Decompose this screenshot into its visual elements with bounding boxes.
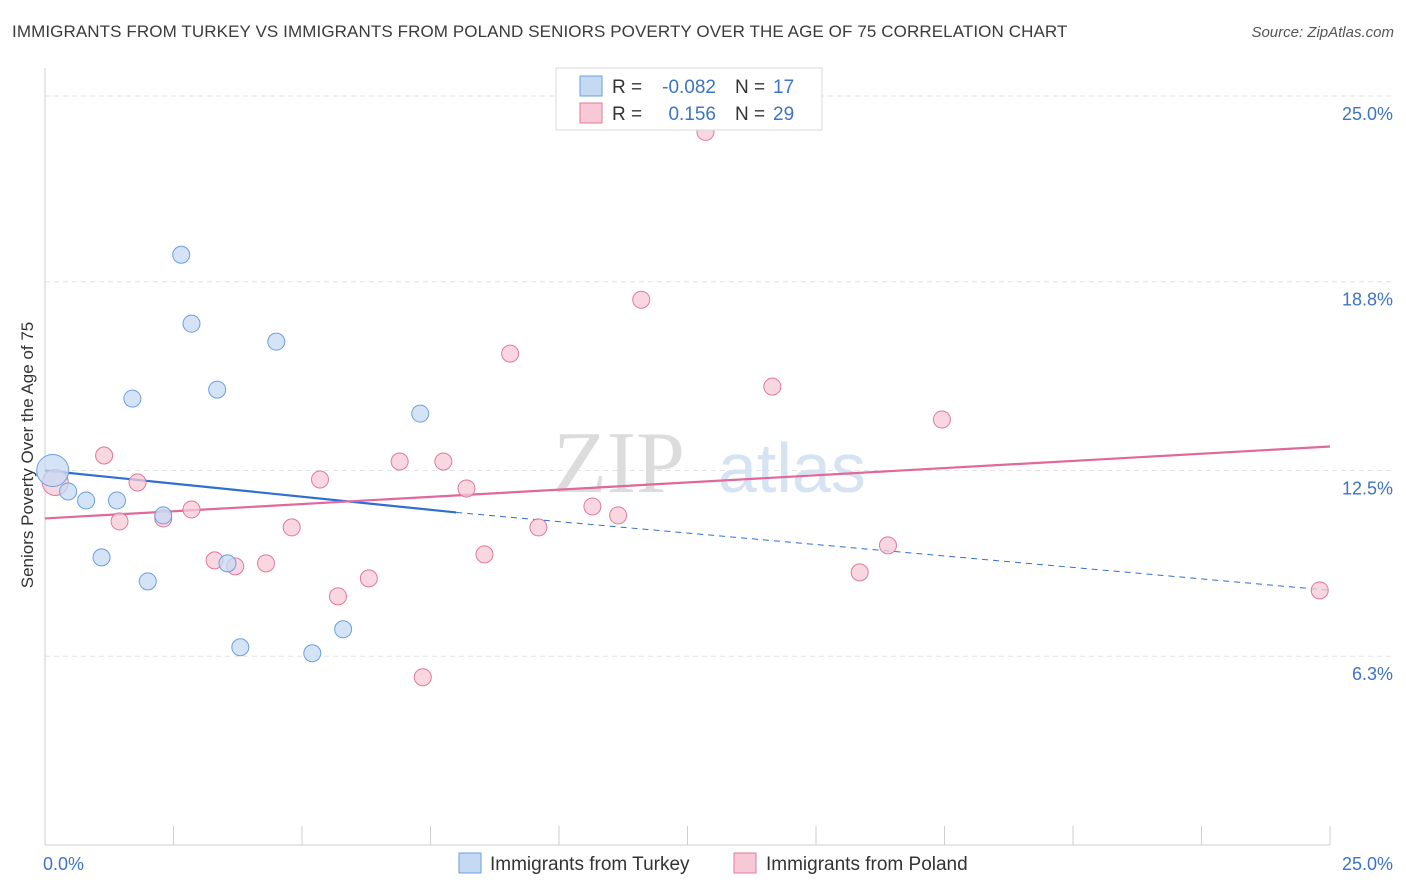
point-turkey-12 <box>231 638 250 657</box>
point-poland-8 <box>257 554 276 573</box>
point-poland-12 <box>359 569 378 588</box>
point-turkey-3 <box>107 491 126 510</box>
trend-line-turkey-extension <box>456 511 1331 591</box>
grid-lines <box>45 95 1392 657</box>
y-axis-label: Seniors Poverty Over the Age of 75 <box>18 322 37 588</box>
chart-title: IMMIGRANTS FROM TURKEY VS IMMIGRANTS FRO… <box>12 22 1068 41</box>
series-legend-label-poland: Immigrants from Poland <box>766 854 968 875</box>
x-tick-labels: 0.0% 25.0% <box>43 854 1393 874</box>
y-tick-label-3: 25.0% <box>1342 104 1393 124</box>
point-poland-19 <box>529 518 548 537</box>
point-turkey-6 <box>138 572 157 591</box>
legend-r-label-turkey: R = <box>612 77 642 98</box>
legend-n-label-poland: N = <box>735 104 765 125</box>
stats-legend: R = -0.082 N = 17 R = 0.156 N = 29 <box>555 67 823 131</box>
watermark-atlas: atlas <box>718 429 866 507</box>
point-turkey-10 <box>208 380 227 399</box>
legend-n-value-poland: 29 <box>773 104 794 125</box>
legend-n-label-turkey: N = <box>735 77 765 98</box>
legend-swatch-turkey <box>579 75 603 97</box>
point-turkey-11 <box>218 554 237 573</box>
point-poland-2 <box>110 512 129 531</box>
legend-swatch-poland <box>579 102 603 124</box>
data-points <box>36 122 1329 687</box>
watermark-zip: ZIP <box>553 415 685 512</box>
x-tick-label-1: 25.0% <box>1342 854 1393 874</box>
point-turkey-5 <box>123 389 142 408</box>
point-poland-26 <box>878 536 897 555</box>
point-turkey-13 <box>267 332 286 351</box>
point-turkey-16 <box>411 404 430 423</box>
legend-r-value-turkey: -0.082 <box>662 77 716 98</box>
point-poland-14 <box>413 668 432 687</box>
trend-lines <box>44 445 1331 591</box>
y-tick-label-0: 6.3% <box>1352 664 1393 684</box>
y-tick-labels: 6.3% 12.5% 18.8% 25.0% <box>1342 104 1393 684</box>
point-poland-17 <box>475 545 494 564</box>
trend-line-turkey <box>44 469 457 514</box>
point-poland-16 <box>457 479 476 498</box>
series-legend-label-turkey: Immigrants from Turkey <box>490 854 690 875</box>
watermark: ZIP atlas <box>553 415 866 512</box>
point-poland-1 <box>95 446 114 465</box>
point-poland-20 <box>583 497 602 516</box>
point-turkey-2 <box>77 491 96 510</box>
point-poland-3 <box>128 473 147 492</box>
legend-r-label-poland: R = <box>612 104 642 125</box>
legend-n-value-turkey: 17 <box>773 77 794 98</box>
trend-line-poland <box>44 445 1331 520</box>
series-legend-swatch-poland <box>733 852 757 874</box>
point-turkey-0 <box>36 453 70 487</box>
point-poland-13 <box>390 452 409 471</box>
point-poland-22 <box>632 290 651 309</box>
point-poland-24 <box>763 377 782 396</box>
point-turkey-14 <box>303 644 322 663</box>
point-turkey-15 <box>334 620 353 639</box>
point-poland-18 <box>501 344 520 363</box>
source-label: Source: ZipAtlas.com <box>1251 24 1394 41</box>
point-poland-27 <box>932 410 951 429</box>
point-poland-9 <box>282 518 301 537</box>
point-poland-21 <box>609 506 628 525</box>
point-turkey-7 <box>154 506 173 525</box>
point-turkey-4 <box>92 548 111 567</box>
point-poland-25 <box>850 563 869 582</box>
point-turkey-1 <box>59 482 78 501</box>
y-tick-label-2: 18.8% <box>1342 290 1393 310</box>
point-poland-15 <box>434 452 453 471</box>
point-poland-28 <box>1310 581 1329 600</box>
point-turkey-9 <box>182 314 201 333</box>
series-legend: Immigrants from Turkey Immigrants from P… <box>458 852 968 875</box>
point-poland-11 <box>328 587 347 606</box>
point-turkey-8 <box>172 245 191 264</box>
point-poland-5 <box>182 500 201 519</box>
x-tick-label-0: 0.0% <box>43 854 84 874</box>
y-tick-label-1: 12.5% <box>1342 478 1393 498</box>
legend-r-value-poland: 0.156 <box>668 104 716 125</box>
series-legend-swatch-turkey <box>458 852 482 874</box>
point-poland-10 <box>310 470 329 489</box>
